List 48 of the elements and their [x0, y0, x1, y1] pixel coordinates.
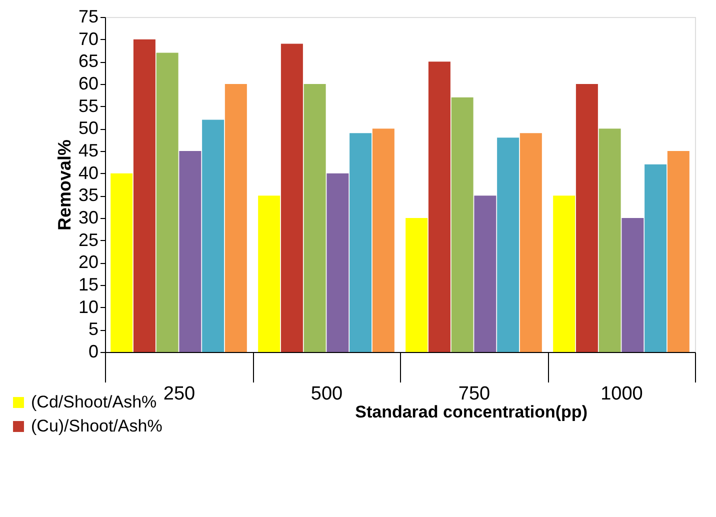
bar [156, 52, 178, 352]
bar [644, 164, 667, 352]
y-axis-title: Removal% [54, 139, 74, 231]
y-tick-label: 65 [78, 51, 98, 72]
bar [497, 138, 520, 352]
bar [179, 151, 202, 352]
x-tick-label: 500 [310, 384, 343, 404]
legend-label: (Cd/Shoot/Ash% [31, 392, 157, 412]
bar [304, 84, 326, 352]
y-tick-label: 55 [78, 96, 98, 116]
y-tick-label: 70 [78, 28, 98, 49]
bar [598, 128, 621, 352]
bar [202, 120, 224, 352]
bar [372, 128, 394, 352]
bar [622, 218, 644, 352]
y-tick-label: 25 [78, 230, 98, 250]
y-tick-label: 5 [88, 319, 98, 340]
bar [428, 62, 450, 352]
x-tick-label: 750 [458, 384, 490, 404]
y-tick-label: 45 [78, 140, 98, 160]
y-tick-label: 15 [78, 274, 98, 294]
bar [520, 133, 542, 352]
x-axis-title: Standarad concentration(pp) [355, 402, 588, 422]
bar [280, 44, 303, 352]
legend-label: (Cu)/Shoot/Ash% [31, 416, 162, 436]
y-tick-label: 60 [78, 74, 98, 94]
bar [133, 39, 156, 352]
bar [406, 218, 428, 352]
y-tick-label: 75 [78, 6, 98, 26]
y-tick-label: 50 [78, 118, 98, 138]
bar [451, 97, 474, 352]
y-tick-label: 20 [78, 252, 98, 272]
y-tick-label: 35 [78, 185, 98, 206]
x-tick-label: 1000 [600, 384, 643, 404]
bar [553, 196, 576, 352]
bar [224, 84, 247, 352]
y-tick-label: 0 [88, 342, 98, 362]
bar [110, 173, 133, 352]
y-tick-label: 40 [78, 162, 98, 183]
y-tick-label: 10 [78, 296, 98, 317]
bar [474, 196, 496, 352]
bar [350, 133, 372, 352]
bar [326, 173, 349, 352]
y-tick-label: 30 [78, 208, 98, 228]
bar [667, 151, 690, 352]
bar [258, 196, 280, 352]
bar [576, 84, 598, 352]
x-tick-label: 250 [163, 384, 196, 404]
